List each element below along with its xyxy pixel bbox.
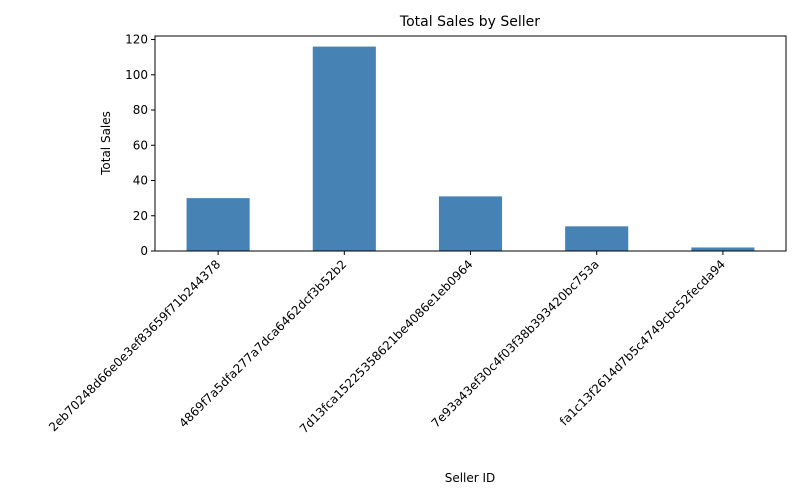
y-axis-label: Total Sales	[99, 111, 113, 176]
x-axis: 2eb70248d66e0e3ef83659f71b2443784869f7a5…	[46, 251, 728, 436]
bar-3	[565, 226, 629, 251]
bar-4	[691, 247, 755, 251]
y-tick-label-5: 100	[125, 68, 148, 82]
bar-2	[438, 196, 503, 251]
y-axis: 0 20 40 60 80 100 120	[125, 33, 155, 258]
y-tick-label-0: 0	[140, 244, 148, 258]
y-tick-label-3: 60	[133, 138, 148, 152]
x-axis-label: Seller ID	[445, 471, 496, 485]
bar-1	[312, 46, 376, 252]
plot-area	[154, 35, 787, 252]
y-tick-label-1: 20	[133, 209, 148, 223]
bar-0	[186, 198, 250, 251]
y-tick-label-4: 80	[133, 103, 148, 117]
y-tick-label-6: 120	[125, 33, 148, 47]
y-tick-label-2: 40	[133, 174, 148, 188]
chart-title: Total Sales by Seller	[399, 14, 540, 30]
